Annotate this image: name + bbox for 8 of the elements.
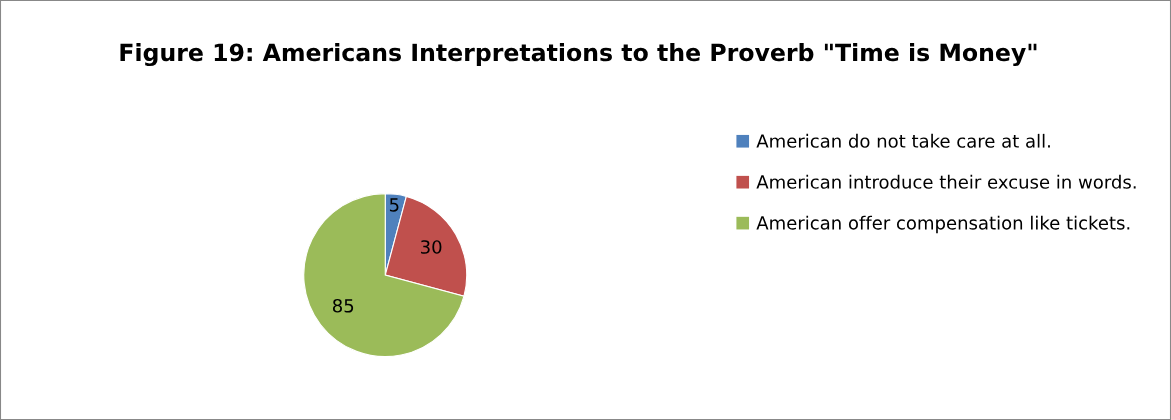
legend-label: American introduce their excuse in words. bbox=[756, 174, 1136, 189]
legend-label: American do not take care at all. bbox=[756, 133, 1050, 148]
chart-title: Figure 19: Americans Interpretations to the Proverb "Time is Money" bbox=[120, 43, 1037, 67]
data-label: 30 bbox=[421, 240, 442, 254]
data-label: 85 bbox=[332, 298, 354, 313]
legend-label: American offer compensation like tickets. bbox=[756, 215, 1130, 234]
data-label: 5 bbox=[389, 198, 399, 212]
pie-slice bbox=[303, 193, 465, 358]
